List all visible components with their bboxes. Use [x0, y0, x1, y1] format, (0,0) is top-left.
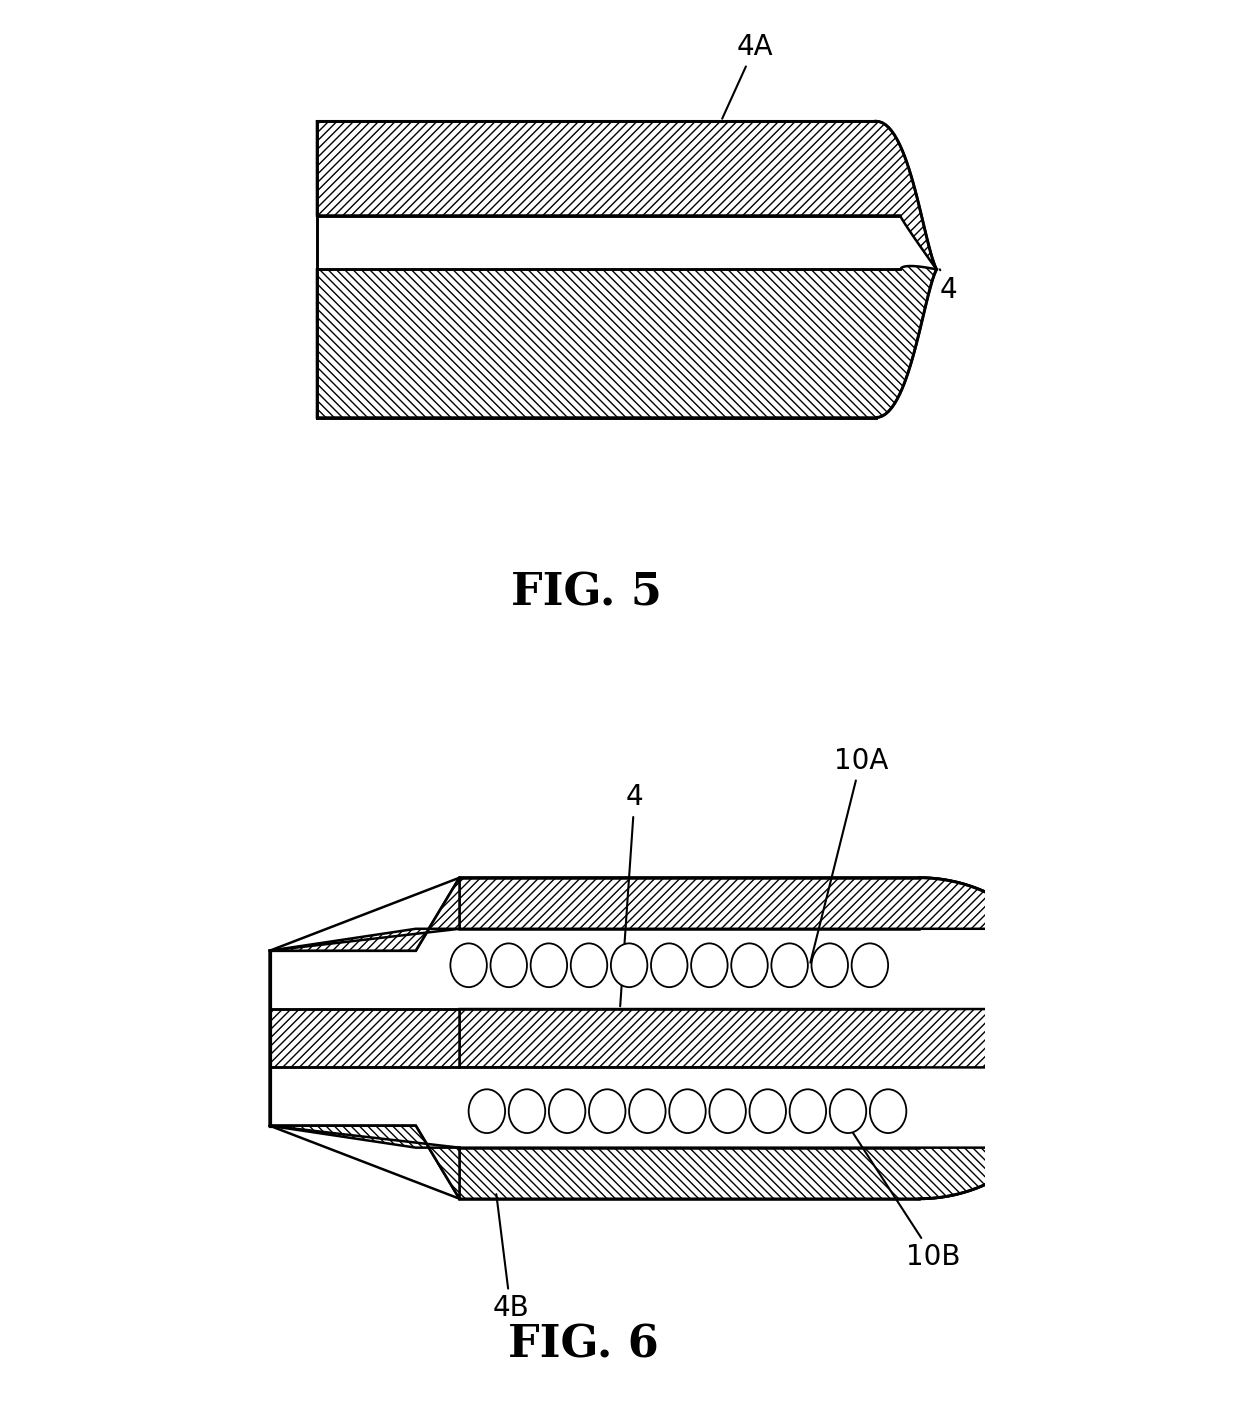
Polygon shape [270, 1125, 460, 1198]
Ellipse shape [629, 1089, 666, 1134]
Polygon shape [270, 878, 1080, 1198]
Ellipse shape [670, 1089, 706, 1134]
Polygon shape [317, 121, 936, 269]
Ellipse shape [450, 943, 487, 988]
Ellipse shape [589, 1089, 625, 1134]
Text: 10B: 10B [841, 1114, 961, 1271]
Ellipse shape [811, 943, 848, 988]
Ellipse shape [830, 1089, 867, 1134]
Ellipse shape [852, 943, 888, 988]
Ellipse shape [709, 1089, 745, 1134]
Text: 4A: 4A [722, 34, 773, 119]
Text: 4B: 4B [492, 1194, 529, 1322]
Ellipse shape [570, 943, 608, 988]
Ellipse shape [491, 943, 527, 988]
Ellipse shape [531, 943, 567, 988]
Ellipse shape [732, 943, 768, 988]
Polygon shape [317, 267, 936, 418]
Polygon shape [460, 1148, 1037, 1198]
Ellipse shape [691, 943, 728, 988]
Ellipse shape [508, 1089, 546, 1134]
Text: FIG. 6: FIG. 6 [508, 1323, 658, 1367]
Text: 10A: 10A [811, 746, 888, 962]
Polygon shape [460, 1009, 1080, 1068]
Ellipse shape [469, 1089, 505, 1134]
Ellipse shape [549, 1089, 585, 1134]
Polygon shape [270, 1009, 460, 1068]
Polygon shape [270, 878, 460, 951]
Ellipse shape [790, 1089, 826, 1134]
Text: 4: 4 [620, 783, 644, 1006]
Ellipse shape [651, 943, 687, 988]
Ellipse shape [771, 943, 808, 988]
Ellipse shape [611, 943, 647, 988]
Ellipse shape [749, 1089, 786, 1134]
Text: FIG. 5: FIG. 5 [511, 571, 662, 615]
Text: 4: 4 [940, 269, 957, 303]
Polygon shape [460, 878, 1037, 929]
Ellipse shape [870, 1089, 906, 1134]
Polygon shape [317, 216, 900, 269]
